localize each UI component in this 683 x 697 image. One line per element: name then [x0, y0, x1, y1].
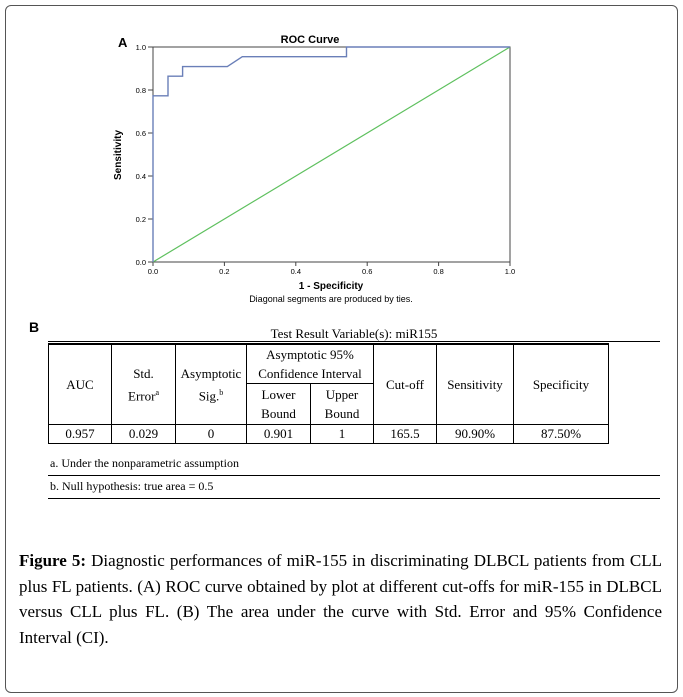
x-tick-label: 1.0: [505, 267, 515, 276]
x-tick-label: 0.2: [219, 267, 229, 276]
header-lower-bound: Lower Bound: [246, 383, 311, 425]
cell-asymptotic-sig: 0: [175, 424, 247, 444]
table-note-a: a. Under the nonparametric assumption: [50, 456, 239, 470]
y-tick-label: 0.8: [136, 86, 146, 95]
note-divider-bottom: [48, 498, 660, 499]
y-tick-label: 1.0: [136, 43, 146, 52]
header-upper-bound: Upper Bound: [310, 383, 374, 425]
panel-a-label: A: [118, 35, 128, 50]
cell-lower-bound: 0.901: [246, 424, 311, 444]
results-table: AUC Std. Errora Asymptotic Sig.b Asymptoti…: [48, 343, 609, 444]
header-auc: AUC: [48, 343, 112, 425]
header-specificity: Specificity: [513, 343, 609, 425]
cell-sensitivity: 90.90%: [436, 424, 514, 444]
chart-title: ROC Curve: [280, 34, 340, 46]
y-tick-label: 0.4: [136, 172, 146, 181]
note-divider: [48, 475, 660, 476]
header-std-error: Std. Errora: [111, 343, 176, 425]
x-tick-label: 0.4: [291, 267, 301, 276]
caption-lead: Figure 5:: [19, 551, 87, 570]
x-axis-label: 1 - Specificity: [299, 281, 364, 292]
table-title: Test Result Variable(s): miR155: [270, 326, 438, 341]
header-cutoff: Cut-off: [373, 343, 437, 425]
cell-specificity: 87.50%: [513, 424, 609, 444]
results-table-wrap: AUC Std. Errora Asymptotic Sig.b Asymptoti…: [48, 343, 609, 444]
y-axis-label: Sensitivity: [113, 130, 124, 180]
header-confidence-interval: Asymptotic 95% Confidence Interval: [246, 343, 374, 384]
header-asymptotic-sig: Asymptotic Sig.b: [175, 343, 247, 425]
x-axis: 0.0 0.2 0.4 0.6 0.8 1.0: [148, 262, 515, 276]
caption-text: Diagnostic performances of miR-155 in di…: [19, 551, 662, 647]
roc-curve-line: [152, 46, 510, 262]
table-note-b: b. Null hypothesis: true area = 0.5: [50, 479, 214, 493]
reference-line: [152, 46, 511, 263]
chart-footnote: Diagonal segments are produced by ties.: [249, 294, 413, 304]
cell-std-error: 0.029: [111, 424, 176, 444]
table-row: 0.957 0.029 0 0.901 1 165.5 90.90% 87.50…: [48, 424, 609, 444]
cell-upper-bound: 1: [310, 424, 374, 444]
y-tick-label: 0.6: [136, 129, 146, 138]
cell-auc: 0.957: [48, 424, 112, 444]
x-tick-label: 0.0: [148, 267, 158, 276]
figure-caption: Figure 5: Diagnostic performances of miR…: [19, 548, 662, 650]
header-sensitivity: Sensitivity: [436, 343, 514, 425]
y-tick-label: 0.2: [136, 215, 146, 224]
y-tick-label: 0.0: [136, 258, 146, 267]
x-tick-label: 0.6: [362, 267, 372, 276]
table-title-divider: [48, 341, 660, 342]
roc-chart: 0.0 0.2 0.4 0.6 0.8 1.0 0.0 0.2 0.4 0.6 0.8 1.0 1 …: [113, 43, 515, 304]
x-tick-label: 0.8: [433, 267, 443, 276]
cell-cutoff: 165.5: [373, 424, 437, 444]
panel-b-label: B: [29, 319, 40, 335]
y-axis: 0.0 0.2 0.4 0.6 0.8 1.0: [136, 43, 153, 267]
